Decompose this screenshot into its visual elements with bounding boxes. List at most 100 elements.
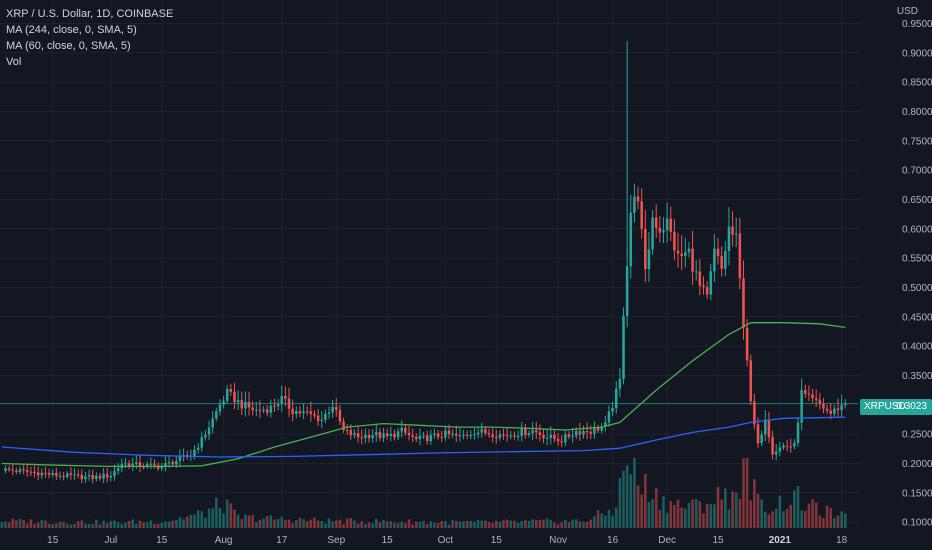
volume-bar bbox=[753, 479, 756, 528]
ma-244-label[interactable]: MA (244, close, 0, SMA, 5) bbox=[6, 24, 137, 36]
volume-bar bbox=[473, 521, 476, 528]
candle-body bbox=[840, 404, 843, 411]
volume-bar bbox=[320, 521, 324, 528]
candle-body bbox=[393, 433, 396, 438]
candle-body bbox=[720, 256, 723, 269]
volume-bar bbox=[778, 495, 782, 528]
candle-body bbox=[11, 469, 14, 471]
candles bbox=[4, 41, 847, 484]
candle-body bbox=[789, 446, 793, 448]
volume-bar bbox=[760, 499, 763, 528]
volume-bar bbox=[505, 519, 509, 528]
volume-bar bbox=[175, 519, 178, 528]
candle-body bbox=[596, 427, 600, 431]
volume-bar bbox=[538, 519, 542, 528]
volume-bar bbox=[240, 519, 244, 528]
volume-bar bbox=[807, 503, 811, 528]
volume-bar bbox=[534, 519, 538, 528]
candle-body bbox=[796, 422, 800, 443]
candle-body bbox=[327, 412, 331, 414]
volume-bar bbox=[462, 521, 465, 528]
candle-body bbox=[316, 415, 320, 422]
volume-bar bbox=[589, 519, 593, 528]
volume-bar bbox=[229, 503, 233, 528]
candle-body bbox=[418, 435, 422, 440]
volume-bar bbox=[484, 520, 487, 528]
candle-body bbox=[338, 409, 342, 422]
candle-body bbox=[524, 428, 527, 436]
volume-bar bbox=[487, 522, 491, 528]
y-axis-tick-label: 0.6000 bbox=[902, 224, 932, 235]
volume-bar bbox=[836, 515, 840, 528]
volume-bar bbox=[69, 524, 73, 528]
candle-body bbox=[444, 430, 447, 438]
volume-bar bbox=[160, 522, 164, 528]
candle-body bbox=[465, 434, 469, 436]
volume-bar bbox=[84, 523, 87, 528]
candle-body bbox=[4, 468, 7, 472]
volume-bar bbox=[218, 508, 222, 528]
volume-bar bbox=[516, 522, 520, 528]
x-axis-tick-label: 18 bbox=[836, 535, 848, 546]
volume-bar bbox=[698, 501, 702, 528]
candle-body bbox=[764, 419, 767, 435]
volume-bar bbox=[367, 522, 371, 528]
candle-body bbox=[204, 434, 207, 438]
y-axis-tick-label: 0.7000 bbox=[902, 166, 932, 177]
candle-body bbox=[375, 432, 378, 436]
candle-body bbox=[491, 434, 494, 438]
candle-body bbox=[833, 408, 836, 414]
volume-bar bbox=[560, 522, 563, 528]
volume-bar bbox=[844, 513, 847, 528]
candle-body bbox=[687, 248, 691, 253]
volume-bar bbox=[633, 458, 636, 528]
candle-body bbox=[574, 431, 578, 436]
candle-body bbox=[160, 466, 164, 469]
candle-body bbox=[622, 315, 625, 379]
candle-body bbox=[487, 433, 491, 435]
ma-60-label[interactable]: MA (60, close, 0, SMA, 5) bbox=[6, 40, 131, 52]
volume-bar bbox=[447, 524, 451, 528]
symbol-title[interactable]: XRP / U.S. Dollar, 1D, COINBASE bbox=[6, 8, 174, 20]
candle-body bbox=[102, 474, 105, 479]
volume-bar bbox=[178, 517, 182, 528]
candle-body bbox=[422, 435, 425, 437]
candle-body bbox=[749, 360, 753, 402]
volume-bar bbox=[236, 514, 240, 528]
y-axis-tick-label: 0.6500 bbox=[902, 195, 932, 206]
candle-body bbox=[364, 434, 367, 439]
candle-body bbox=[771, 437, 774, 455]
candle-body bbox=[225, 388, 229, 401]
volume-bar bbox=[694, 498, 698, 528]
candle-body bbox=[509, 435, 513, 437]
volume-bar bbox=[47, 523, 51, 528]
volume-bar bbox=[182, 519, 185, 528]
candle-body bbox=[578, 431, 582, 435]
volume-bar bbox=[295, 520, 298, 528]
candle-body bbox=[345, 429, 349, 431]
volume-bar bbox=[145, 522, 149, 528]
x-axis-tick-label: 15 bbox=[382, 535, 394, 546]
volume-bar bbox=[40, 520, 44, 528]
volume-bar bbox=[225, 499, 229, 528]
volume-bar bbox=[767, 514, 771, 528]
candle-body bbox=[691, 248, 694, 272]
volume-bar bbox=[829, 508, 833, 528]
volume-bar bbox=[51, 524, 54, 528]
volume-bar bbox=[105, 522, 109, 528]
volume-bar bbox=[98, 524, 102, 528]
volume-bar bbox=[800, 510, 803, 528]
volume-bar bbox=[458, 521, 462, 528]
volume-label[interactable]: Vol bbox=[6, 56, 22, 68]
volume-bar bbox=[353, 520, 356, 528]
candle-body bbox=[342, 421, 345, 430]
last-price-value: 0.3023 bbox=[896, 401, 927, 412]
volume-bar bbox=[185, 516, 189, 528]
volume-bar bbox=[811, 499, 814, 528]
candle-body bbox=[113, 470, 116, 477]
grid-lines bbox=[0, 0, 858, 528]
candle-body bbox=[145, 463, 149, 467]
ma-60-line bbox=[1, 322, 846, 468]
